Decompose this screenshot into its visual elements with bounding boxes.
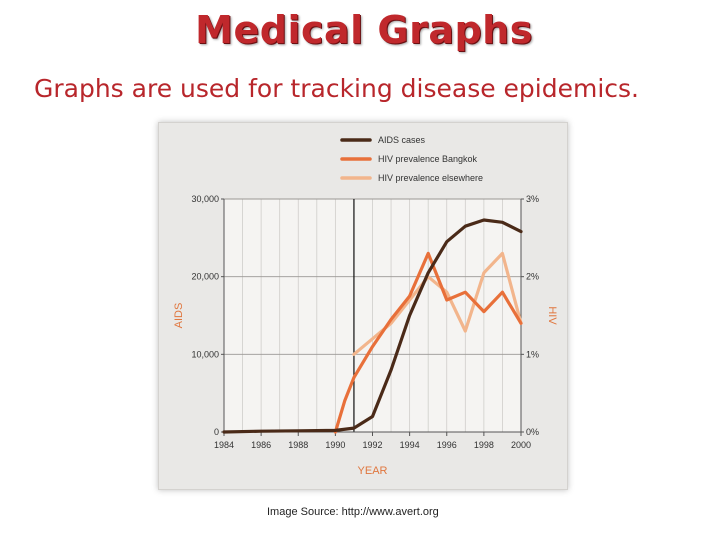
x-tick-label: 1990 [325, 440, 345, 450]
legend-label: HIV prevalence Bangkok [378, 154, 478, 164]
y-right-tick-label: 3% [526, 194, 539, 204]
series-line-hiv-prevalence-bangkok [333, 251, 523, 434]
x-tick-label: 1986 [251, 440, 271, 450]
x-tick-label: 2000 [511, 440, 531, 450]
y-left-tick-label: 30,000 [191, 194, 219, 204]
x-axis-title: YEAR [358, 465, 388, 477]
x-tick-label: 1998 [474, 440, 494, 450]
legend-label: AIDS cases [378, 135, 426, 145]
y-left-axis-title: AIDS [173, 303, 185, 329]
hiv-aids-line-chart: 0 10,000 20,000 30,000 0% 1% 2% 3% 1984 1986 1988 1… [173, 135, 558, 477]
y-right-axis-title: HIV [546, 306, 558, 325]
image-source-caption: Image Source: http://www.avert.org [267, 506, 439, 518]
y-right-tick-label: 0% [526, 427, 539, 437]
x-tick-label: 1994 [400, 440, 420, 450]
legend-label: HIV prevalence elsewhere [378, 173, 483, 183]
y-left-tick-label: 10,000 [191, 349, 219, 359]
y-left-tick-label: 0 [214, 427, 219, 437]
y-left-tick-label: 20,000 [191, 272, 219, 282]
x-tick-label: 1992 [362, 440, 382, 450]
x-tick-label: 1984 [214, 440, 234, 450]
x-tick-label: 1996 [437, 440, 457, 450]
y-right-tick-label: 1% [526, 349, 539, 359]
x-tick-label: 1988 [288, 440, 308, 450]
slide-title: Medical Graphs [195, 8, 533, 52]
chart-frame: 0 10,000 20,000 30,000 0% 1% 2% 3% 1984 1986 1988 1… [158, 122, 568, 490]
slide-subtitle: Graphs are used for tracking disease epi… [34, 74, 640, 103]
y-right-tick-label: 2% [526, 272, 539, 282]
series-line-aids-cases [222, 218, 523, 434]
